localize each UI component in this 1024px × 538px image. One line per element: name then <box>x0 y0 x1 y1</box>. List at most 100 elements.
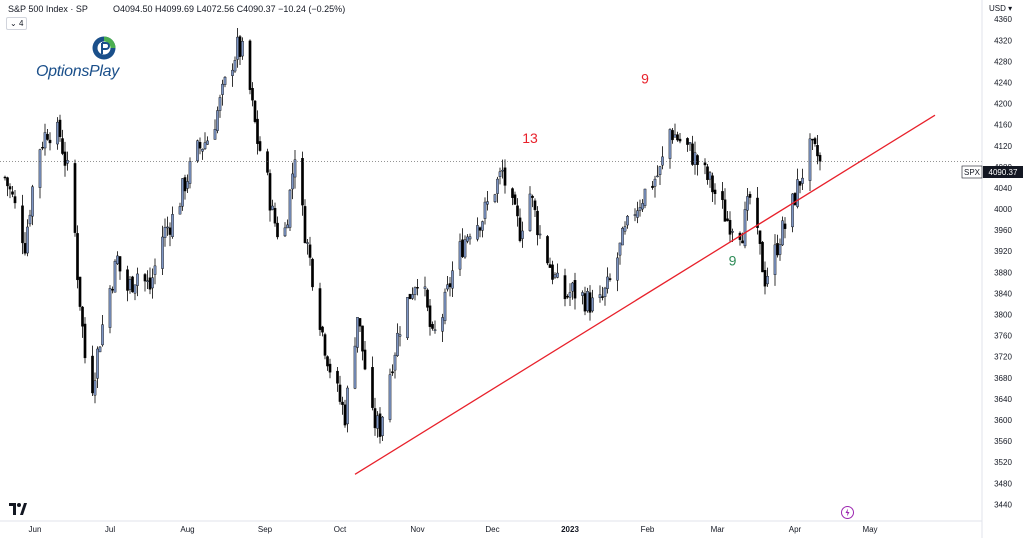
candle-up[interactable] <box>96 348 99 379</box>
candle-down[interactable] <box>696 155 699 165</box>
candle-down[interactable] <box>256 118 259 144</box>
candle-up[interactable] <box>766 276 769 285</box>
candle-down[interactable] <box>706 166 709 181</box>
candle-down[interactable] <box>338 384 342 402</box>
candle-down[interactable] <box>503 167 507 186</box>
candle-down[interactable] <box>198 142 202 149</box>
candle-down[interactable] <box>361 325 364 352</box>
candle-up[interactable] <box>151 277 154 289</box>
candle-down[interactable] <box>341 401 344 405</box>
indicators-toggle[interactable]: ⌄ 4 <box>6 17 28 30</box>
candle-down[interactable] <box>308 244 312 258</box>
candle-down[interactable] <box>426 289 429 308</box>
candle-down[interactable] <box>711 175 714 193</box>
trendline[interactable] <box>354 114 936 475</box>
candle-down[interactable] <box>373 408 377 429</box>
candle-up[interactable] <box>398 334 402 337</box>
candle-down[interactable] <box>691 143 694 165</box>
candle-down[interactable] <box>671 130 674 141</box>
candle-down[interactable] <box>83 323 87 359</box>
candle-down[interactable] <box>276 222 279 238</box>
candle-up[interactable] <box>638 207 642 211</box>
candle-down[interactable] <box>723 199 727 222</box>
candle-up[interactable] <box>636 210 639 218</box>
candle-up[interactable] <box>181 178 184 207</box>
candle-up[interactable] <box>178 206 182 215</box>
candle-down[interactable] <box>428 305 432 327</box>
candle-up[interactable] <box>433 329 437 331</box>
candle-up[interactable] <box>773 244 777 275</box>
candle-down[interactable] <box>326 356 329 367</box>
candle-down[interactable] <box>748 194 752 198</box>
candle-down[interactable] <box>78 276 82 307</box>
candle-down[interactable] <box>143 274 147 282</box>
tradingview-logo-icon[interactable] <box>9 503 27 515</box>
candle-up[interactable] <box>218 97 222 111</box>
candle-up[interactable] <box>486 201 489 205</box>
candle-up[interactable] <box>446 284 449 290</box>
candle-down[interactable] <box>813 138 817 144</box>
candle-down[interactable] <box>551 264 554 280</box>
candle-down[interactable] <box>183 177 187 192</box>
candle-up[interactable] <box>113 260 117 293</box>
candle-down[interactable] <box>148 277 152 290</box>
candle-up[interactable] <box>743 209 747 247</box>
candle-up[interactable] <box>641 203 644 210</box>
candle-up[interactable] <box>153 265 157 275</box>
candle-down[interactable] <box>378 413 382 437</box>
candle-up[interactable] <box>441 317 444 332</box>
candle-down[interactable] <box>391 371 394 374</box>
candle-up[interactable] <box>291 173 294 190</box>
candle-down[interactable] <box>273 208 277 224</box>
candle-up[interactable] <box>538 233 542 236</box>
candle-down[interactable] <box>321 326 324 333</box>
candle-up[interactable] <box>801 177 804 184</box>
candle-up[interactable] <box>166 226 169 229</box>
candle-up[interactable] <box>688 142 692 145</box>
candle-up[interactable] <box>388 374 392 420</box>
candle-down[interactable] <box>588 292 592 313</box>
candle-down[interactable] <box>783 223 787 229</box>
candle-down[interactable] <box>563 275 567 300</box>
candle-up[interactable] <box>603 287 607 297</box>
candle-down[interactable] <box>126 269 129 291</box>
candle-up[interactable] <box>568 292 572 298</box>
currency-selector[interactable]: USD ▾ <box>989 4 1013 13</box>
candle-down[interactable] <box>63 151 67 166</box>
candle-down[interactable] <box>728 219 732 235</box>
candle-down[interactable] <box>573 280 577 299</box>
candle-up[interactable] <box>616 257 619 281</box>
candle-down[interactable] <box>713 189 717 195</box>
candle-down[interactable] <box>21 205 24 244</box>
candle-up[interactable] <box>668 129 672 159</box>
candle-up[interactable] <box>443 291 447 321</box>
candle-up[interactable] <box>161 236 164 269</box>
candle-up[interactable] <box>38 149 42 188</box>
candle-up[interactable] <box>393 354 397 371</box>
candle-down[interactable] <box>6 177 9 187</box>
candle-up[interactable] <box>201 148 204 152</box>
candle-up[interactable] <box>451 270 454 289</box>
candle-up[interactable] <box>128 279 132 290</box>
candle-up[interactable] <box>353 345 357 389</box>
candle-up[interactable] <box>286 224 289 229</box>
candle-down[interactable] <box>583 293 587 312</box>
candle-down[interactable] <box>323 334 327 356</box>
candle-up[interactable] <box>396 332 399 356</box>
candle-up[interactable] <box>223 76 227 85</box>
candle-down[interactable] <box>23 243 27 254</box>
candle-down[interactable] <box>793 193 797 206</box>
candle-up[interactable] <box>98 346 102 353</box>
candle-up[interactable] <box>221 83 224 95</box>
candle-up[interactable] <box>233 60 237 72</box>
candle-down[interactable] <box>678 138 682 142</box>
candle-down[interactable] <box>448 283 452 288</box>
candle-up[interactable] <box>661 156 664 166</box>
candle-down[interactable] <box>81 306 84 327</box>
candle-down[interactable] <box>13 196 17 204</box>
candle-down[interactable] <box>601 296 604 298</box>
candle-down[interactable] <box>431 324 434 329</box>
candle-up[interactable] <box>501 169 504 172</box>
candle-down[interactable] <box>73 163 77 233</box>
candle-down[interactable] <box>301 158 304 206</box>
